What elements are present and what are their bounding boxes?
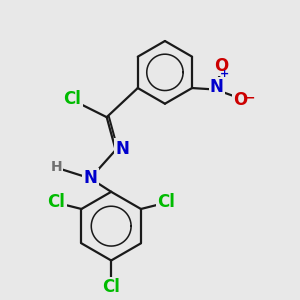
Text: Cl: Cl (63, 90, 81, 108)
Text: O: O (233, 91, 248, 109)
Text: Cl: Cl (157, 193, 175, 211)
Text: Cl: Cl (102, 278, 120, 296)
Text: N: N (83, 169, 97, 188)
Text: N: N (210, 78, 224, 96)
Text: +: + (220, 69, 229, 79)
Text: O: O (214, 57, 229, 75)
Text: Cl: Cl (102, 278, 120, 296)
Text: Cl: Cl (47, 193, 65, 211)
Text: −: − (245, 91, 256, 104)
Text: O: O (214, 57, 229, 75)
Text: N: N (210, 78, 224, 96)
Text: N: N (115, 140, 129, 158)
Text: O: O (233, 91, 248, 109)
Text: N: N (115, 140, 129, 158)
Text: Cl: Cl (47, 193, 65, 211)
Text: Cl: Cl (63, 90, 81, 108)
Text: H: H (51, 160, 62, 174)
Text: H: H (51, 160, 62, 174)
Text: N: N (83, 169, 97, 188)
Text: Cl: Cl (157, 193, 175, 211)
